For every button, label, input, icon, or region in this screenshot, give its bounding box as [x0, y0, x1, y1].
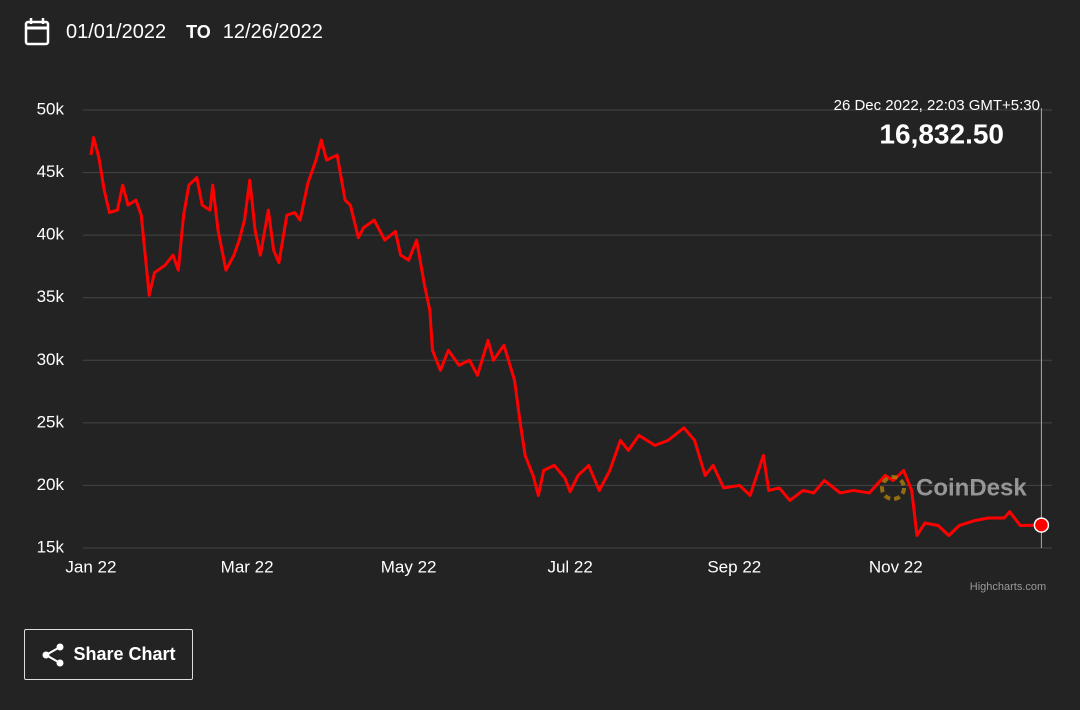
share-button[interactable]: Share Chart — [24, 629, 193, 680]
x-tick-label: Sep 22 — [707, 557, 761, 576]
watermark-text: CoinDesk — [916, 474, 1027, 501]
x-tick-label: Mar 22 — [221, 557, 274, 576]
y-tick-label: 25k — [37, 412, 65, 431]
chart: 15k 20k 25k 30k 35k 40k 45k 50k Jan 22 Mar 22 May … — [37, 97, 1052, 593]
y-tick-label: 40k — [37, 225, 65, 244]
tooltip-date: 26 Dec 2022, 22:03 GMT+5:30 — [834, 97, 1040, 114]
tooltip-price: 16,832.50 — [879, 118, 1004, 149]
date-range: 01/01/2022 TO 12/26/2022 — [24, 14, 323, 50]
last-point — [1033, 517, 1050, 533]
x-tick-label: May 22 — [381, 557, 437, 576]
credits[interactable]: Highcharts.com — [970, 581, 1046, 593]
plot: 15k 20k 25k 30k 35k 40k 45k 50k Jan 22 Mar 22 May … — [37, 99, 1052, 576]
from-date[interactable]: 01/01/2022 — [66, 20, 167, 43]
price-line — [89, 136, 1042, 537]
y-tick-label: 50k — [37, 99, 65, 118]
y-tick-label: 45k — [37, 162, 65, 181]
to-date[interactable]: 12/26/2022 — [222, 20, 323, 43]
x-tick-label: Jul 22 — [547, 557, 592, 576]
calendar-icon[interactable] — [24, 17, 50, 47]
y-tick-label: 35k — [37, 287, 65, 306]
y-tick-label: 20k — [37, 475, 65, 494]
to-label: TO — [186, 21, 211, 42]
share-label: Share Chart — [73, 644, 176, 664]
y-tick-label: 30k — [37, 350, 65, 369]
watermark: CoinDesk — [880, 474, 1027, 501]
y-tick-label: 15k — [37, 537, 65, 556]
share-icon — [42, 643, 64, 666]
x-tick-label: Nov 22 — [869, 557, 923, 576]
x-tick-label: Jan 22 — [65, 557, 116, 576]
